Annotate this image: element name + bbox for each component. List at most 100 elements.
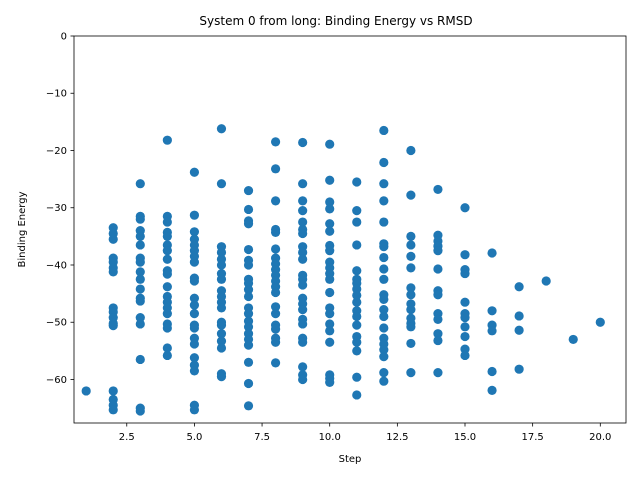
data-point [406, 283, 416, 293]
data-point [216, 303, 227, 313]
data-point [325, 309, 335, 319]
data-point [216, 329, 227, 339]
data-point [325, 204, 335, 214]
data-point [298, 247, 308, 257]
data-point [189, 167, 200, 177]
x-tick-label: 12.5 [386, 432, 408, 443]
data-point [379, 217, 389, 227]
data-point [270, 196, 281, 206]
data-point [433, 290, 443, 300]
data-point [298, 305, 308, 315]
data-point [189, 300, 200, 310]
plot-frame [73, 35, 627, 424]
data-point [216, 124, 227, 134]
data-point [433, 335, 443, 346]
data-point [379, 351, 389, 362]
data-point [325, 337, 335, 347]
y-tick-label: −40 [46, 260, 67, 271]
data-points [81, 124, 605, 416]
data-point [162, 254, 172, 264]
y-tick-label: −60 [46, 375, 67, 386]
y-axis-label: Binding Energy [17, 191, 28, 267]
x-axis-ticks: 2.5 5.0 7.5 10.0 12.5 15.0 17.5 20.0 [119, 423, 611, 443]
data-point [433, 184, 443, 195]
data-point [379, 157, 389, 168]
data-point [568, 334, 578, 345]
data-point [298, 196, 308, 206]
data-point [487, 385, 497, 395]
x-tick-label: 7.5 [254, 432, 270, 443]
data-point [135, 179, 145, 189]
data-point [189, 293, 200, 303]
x-tick-label: 17.5 [522, 432, 544, 443]
y-tick-label: −50 [46, 318, 67, 329]
data-point [325, 377, 335, 387]
data-point [379, 274, 389, 284]
data-point [352, 320, 362, 330]
data-point [379, 294, 389, 304]
data-point [135, 257, 145, 267]
data-point [162, 269, 172, 279]
data-point [189, 257, 200, 267]
data-point [216, 247, 227, 257]
data-point [460, 250, 470, 260]
data-point [406, 290, 416, 300]
data-point [379, 242, 389, 252]
data-point [379, 125, 389, 136]
data-point [433, 264, 443, 274]
data-point [514, 311, 524, 321]
data-point [108, 386, 118, 396]
data-point [298, 137, 308, 148]
x-axis-label: Step [339, 454, 362, 465]
data-point [406, 368, 416, 378]
data-point [406, 322, 416, 332]
data-point [460, 313, 470, 323]
y-tick-label: 0 [61, 32, 67, 43]
data-point [243, 291, 254, 302]
y-tick-label: −30 [46, 203, 67, 214]
data-point [460, 331, 470, 342]
data-point [298, 206, 308, 216]
data-point [270, 164, 281, 174]
data-point [189, 210, 200, 220]
data-point [379, 305, 389, 315]
data-point [460, 322, 470, 332]
data-point [298, 319, 308, 329]
data-point [406, 231, 416, 241]
data-point [352, 372, 362, 382]
data-point [243, 285, 254, 295]
chart-title: System 0 from long: Binding Energy vs RM… [199, 14, 472, 28]
data-point [406, 305, 416, 315]
data-point [243, 401, 254, 411]
data-point [298, 280, 308, 290]
data-point [135, 240, 145, 250]
data-point [379, 345, 389, 355]
data-point [162, 323, 172, 333]
data-point [243, 185, 254, 196]
data-point [162, 282, 172, 292]
data-point [243, 378, 254, 389]
data-point [352, 346, 362, 356]
data-point [352, 297, 362, 307]
data-point [298, 217, 308, 227]
data-point [135, 284, 145, 294]
data-point [352, 266, 362, 276]
data-point [379, 368, 389, 378]
data-point [325, 246, 335, 256]
data-point [352, 177, 362, 187]
data-point [108, 405, 118, 415]
data-point [270, 337, 281, 347]
data-point [189, 276, 200, 286]
data-point [189, 353, 200, 363]
data-point [216, 274, 227, 284]
data-point [270, 287, 281, 298]
data-point [460, 350, 470, 361]
data-point [243, 278, 254, 288]
data-point [298, 374, 308, 385]
data-point [135, 296, 145, 306]
data-point [298, 254, 308, 264]
data-point [108, 267, 118, 277]
data-point [216, 260, 227, 270]
x-tick-label: 5.0 [186, 432, 202, 443]
